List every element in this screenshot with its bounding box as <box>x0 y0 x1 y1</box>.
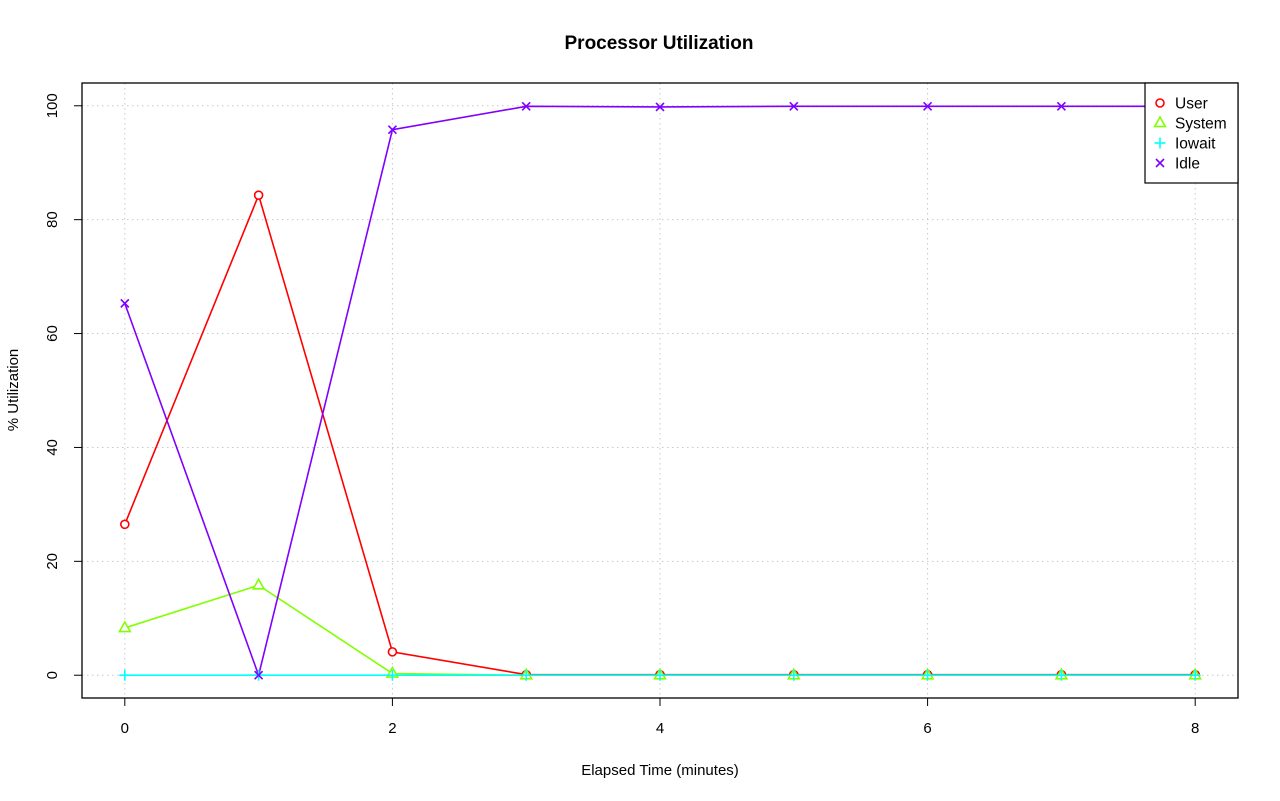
series-line-idle <box>124 105 1196 678</box>
y-tick-label: 40 <box>44 439 61 456</box>
data-point-iowait <box>119 669 131 681</box>
legend-key-system <box>1153 115 1167 128</box>
data-point-iowait <box>1189 669 1201 681</box>
series-layer <box>118 101 1202 681</box>
data-point-iowait <box>654 669 666 681</box>
plot-frame <box>81 82 1239 699</box>
y-tick-label: 20 <box>44 553 61 570</box>
legend: User System Iowait Idle <box>1144 82 1239 184</box>
legend-key-iowait <box>1154 137 1166 149</box>
data-point-idle <box>1056 101 1066 111</box>
x-tick-label: 6 <box>923 720 931 737</box>
grid <box>82 83 1238 698</box>
data-point-user <box>253 190 264 200</box>
data-point-iowait <box>922 669 934 681</box>
legend-label-user: User <box>1175 96 1208 113</box>
x-tick-label: 8 <box>1191 720 1199 737</box>
data-point-idle <box>789 101 799 111</box>
y-axis-label: % Utilization <box>5 349 22 432</box>
x-tick-label: 4 <box>656 720 664 737</box>
data-point-idle <box>120 298 130 308</box>
legend-key-idle <box>1155 158 1165 168</box>
data-point-user <box>387 647 398 657</box>
data-point-idle <box>655 102 665 112</box>
legend-label-system: System <box>1175 116 1227 133</box>
y-tick-label: 100 <box>44 93 61 118</box>
legend-label-idle: Idle <box>1175 156 1200 173</box>
data-point-system <box>251 577 266 590</box>
x-axis-label: Elapsed Time (minutes) <box>581 762 739 779</box>
y-tick-label: 0 <box>44 671 61 679</box>
chart-title: Processor Utilization <box>565 33 754 54</box>
x-tick-label: 0 <box>121 720 129 737</box>
data-point-iowait <box>386 669 398 681</box>
data-point-iowait <box>520 669 532 681</box>
data-point-iowait <box>788 669 800 681</box>
data-point-idle <box>521 101 531 111</box>
data-point-idle <box>387 125 397 135</box>
data-point-system <box>118 620 132 633</box>
y-tick-label: 60 <box>44 325 61 342</box>
data-point-user <box>120 519 130 530</box>
y-tick-label: 80 <box>44 211 61 228</box>
data-point-idle <box>254 670 264 680</box>
legend-key-user <box>1155 98 1165 108</box>
data-point-idle <box>923 101 933 111</box>
data-point-iowait <box>1055 669 1067 681</box>
legend-label-iowait: Iowait <box>1175 136 1216 153</box>
x-tick-label: 2 <box>388 720 396 737</box>
